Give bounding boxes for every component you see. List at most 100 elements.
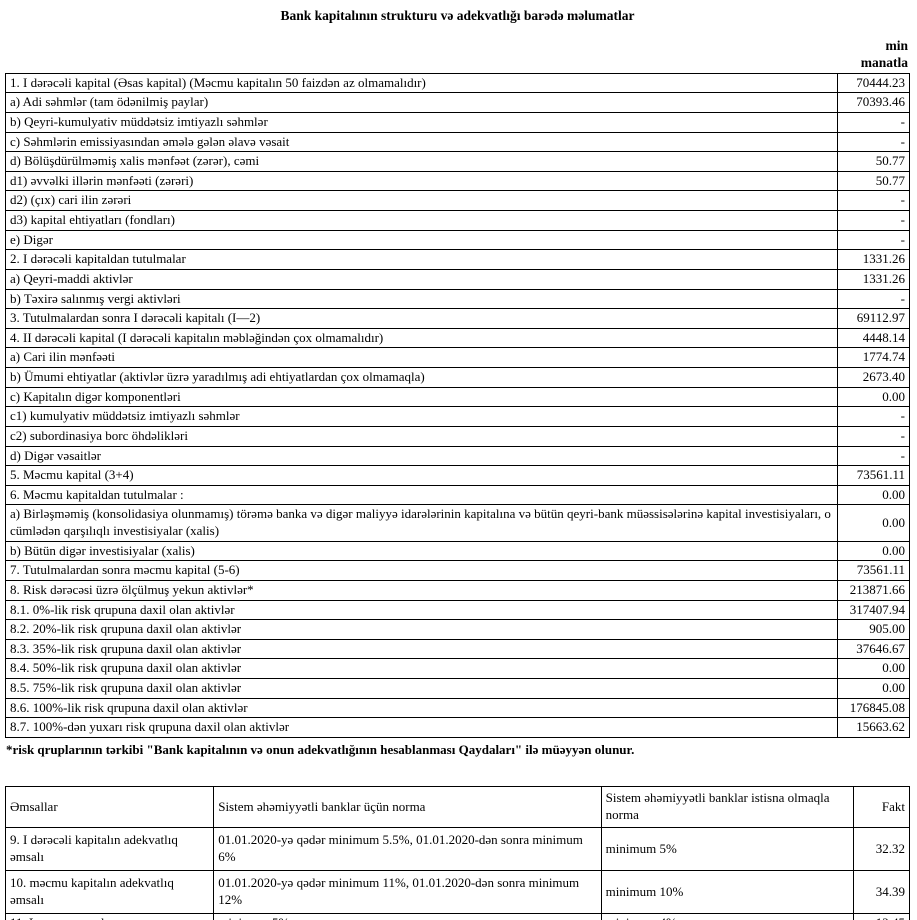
row-label: a) Cari ilin mənfəəti: [5, 347, 838, 369]
row-value: -: [837, 190, 910, 212]
row-label: 6. Məcmu kapitaldan tutulmalar :: [5, 484, 838, 506]
ratio-label: 9. I dərəcəli kapitalın adekvatlıq əmsal…: [4, 826, 215, 871]
row-value: 50.77: [837, 170, 910, 192]
norm-systemic-value: 01.01.2020-yə qədər minimum 11%, 01.01.2…: [213, 869, 602, 914]
table-row: 5. Məcmu kapital (3+4) 73561.11: [5, 465, 910, 486]
row-label: c) Kapitalın digər komponentləri: [5, 386, 838, 408]
row-label: 8.7. 100%-dən yuxarı risk qrupuna daxil …: [5, 717, 838, 738]
row-value: -: [837, 111, 910, 133]
row-value: 4448.14: [837, 327, 910, 349]
table-row: e) Digər -: [5, 229, 910, 251]
table-row: a) Birləşməmiş (konsolidasiya olunmamış)…: [5, 504, 910, 542]
table-row: 8.1. 0%-lik risk qrupuna daxil olan akti…: [5, 599, 910, 621]
unit-line-2: manatla: [860, 55, 908, 71]
row-value: 15663.62: [837, 717, 910, 738]
row-label: 7. Tutulmalardan sonra məcmu kapital (5-…: [5, 560, 838, 581]
row-value: -: [837, 288, 910, 310]
row-label: 8.1. 0%-lik risk qrupuna daxil olan akti…: [5, 599, 838, 621]
row-label: 3. Tutulmalardan sonra I dərəcəli kapita…: [5, 308, 838, 329]
table-row: b) Bütün digər investisiyalar (xalis) 0.0…: [5, 540, 910, 562]
row-label: b) Təxirə salınmış vergi aktivləri: [5, 288, 838, 310]
row-value: 0.00: [837, 484, 910, 506]
table-row: 6. Məcmu kapitaldan tutulmalar :0.00: [5, 484, 910, 506]
row-label: c2) subordinasiya borc öhdəlikləri: [5, 425, 838, 447]
table-row: a) Cari ilin mənfəəti 1774.74: [5, 347, 910, 369]
row-value: 1331.26: [837, 268, 910, 290]
row-value: 50.77: [837, 151, 910, 172]
table-row: d) Digər vəsaitlər -: [5, 445, 910, 467]
row-label: 8. Risk dərəcəsi üzrə ölçülmuş yekun akt…: [5, 579, 838, 601]
table-row: b) Qeyri-kumulyativ müddətsiz imtiyazlı …: [5, 111, 910, 133]
row-value: 905.00: [837, 619, 910, 640]
table-row: 2. I dərəcəli kapitaldan tutulmalar 1331.…: [5, 249, 910, 270]
norm-systemic-value: minimum 5%: [213, 912, 602, 920]
table-row: a) Qeyri-maddi aktivlər 1331.26: [5, 268, 910, 290]
row-label: b) Bütün digər investisiyalar (xalis): [5, 540, 838, 562]
table-row: 8. Risk dərəcəsi üzrə ölçülmuş yekun akt…: [5, 579, 910, 601]
row-value: 73561.11: [837, 465, 910, 486]
table-row: 9. I dərəcəli kapitalın adekvatlıq əmsal…: [4, 826, 911, 871]
table-row: 8.4. 50%-lik risk qrupuna daxil olan akt…: [5, 658, 910, 680]
header-norm-non-systemic: Sistem əhəmiyyətli banklar istisna olmaq…: [600, 785, 854, 828]
row-value: 317407.94: [837, 599, 910, 621]
row-value: 69112.97: [837, 308, 910, 329]
norm-non-systemic-value: minimum 5%: [600, 826, 854, 871]
row-value: -: [837, 406, 910, 427]
row-value: 73561.11: [837, 560, 910, 581]
row-value: 1331.26: [837, 249, 910, 270]
row-label: a) Qeyri-maddi aktivlər: [5, 268, 838, 290]
row-value: 176845.08: [837, 697, 910, 719]
row-value: -: [837, 131, 910, 153]
ratio-label: 11. Leverec əmsalı: [4, 912, 215, 920]
row-label: d1) əvvəlki illərin mənfəəti (zərəri): [5, 170, 838, 192]
row-label: 8.6. 100%-lik risk qrupuna daxil olan ak…: [5, 697, 838, 719]
table-row: c1) kumulyativ müddətsiz imtiyazlı səhml…: [5, 406, 910, 427]
row-value: 0.00: [837, 678, 910, 699]
row-label: 8.5. 75%-lik risk qrupuna daxil olan akt…: [5, 678, 838, 699]
risk-groups-footnote: *risk qruplarının tərkibi "Bank kapitalı…: [6, 741, 635, 757]
row-label: 8.3. 35%-lik risk qrupuna daxil olan akt…: [5, 638, 838, 660]
row-label: 4. II dərəcəli kapital (I dərəcəli kapit…: [5, 327, 838, 349]
row-value: 70393.46: [837, 92, 910, 113]
row-value: 0.00: [837, 504, 910, 542]
table-row: 7. Tutulmalardan sonra məcmu kapital (5-…: [5, 560, 910, 581]
row-value: -: [837, 229, 910, 251]
table-row: 8.2. 20%-lik risk qrupuna daxil olan akt…: [5, 619, 910, 640]
table-row: d2) (çıx) cari ilin zərəri -: [5, 190, 910, 212]
row-label: 2. I dərəcəli kapitaldan tutulmalar: [5, 249, 838, 270]
capital-structure-table: 1. I dərəcəli kapital (Əsas kapital) (Mə…: [5, 72, 910, 738]
table-row: 8.5. 75%-lik risk qrupuna daxil olan akt…: [5, 678, 910, 699]
fact-value: 34.39: [852, 869, 911, 914]
fact-value: 32.32: [852, 826, 911, 871]
header-fact: Fakt: [852, 785, 911, 828]
fact-value: 12.45: [852, 912, 911, 920]
row-label: 8.4. 50%-lik risk qrupuna daxil olan akt…: [5, 658, 838, 680]
row-value: 0.00: [837, 658, 910, 680]
table-row: d3) kapital ehtiyatları (fondları) -: [5, 210, 910, 231]
row-value: -: [837, 425, 910, 447]
row-label: 8.2. 20%-lik risk qrupuna daxil olan akt…: [5, 619, 838, 640]
row-label: d3) kapital ehtiyatları (fondları): [5, 210, 838, 231]
row-value: 1774.74: [837, 347, 910, 369]
table-row: c2) subordinasiya borc öhdəlikləri -: [5, 425, 910, 447]
row-value: 70444.23: [837, 72, 910, 94]
table-row: a) Adi səhmlər (tam ödənilmiş paylar) 703…: [5, 92, 910, 113]
row-label: e) Digər: [5, 229, 838, 251]
row-label: b) Qeyri-kumulyativ müddətsiz imtiyazlı …: [5, 111, 838, 133]
table-row: c) Kapitalın digər komponentləri 0.00: [5, 386, 910, 408]
norm-systemic-value: 01.01.2020-yə qədər minimum 5.5%, 01.01.…: [213, 826, 602, 871]
row-value: 2673.40: [837, 367, 910, 388]
unit-note: min manatla: [5, 37, 908, 72]
row-label: a) Birləşməmiş (konsolidasiya olunmamış)…: [5, 504, 838, 542]
table-row: d1) əvvəlki illərin mənfəəti (zərəri) 50.…: [5, 170, 910, 192]
table-row: c) Səhmlərin emissiyasından əmələ gələn …: [5, 131, 910, 153]
row-value: 213871.66: [837, 579, 910, 601]
table-row: d) Bölüşdürülməmiş xalis mənfəət (zərər)…: [5, 151, 910, 172]
row-value: 0.00: [837, 386, 910, 408]
row-label: d) Bölüşdürülməmiş xalis mənfəət (zərər)…: [5, 151, 838, 172]
header-ratios: Əmsallar: [4, 785, 215, 828]
row-value: -: [837, 210, 910, 231]
row-value: 37646.67: [837, 638, 910, 660]
table-row: 10. məcmu kapitalın adekvatlıq əmsalı 01.…: [4, 869, 911, 914]
